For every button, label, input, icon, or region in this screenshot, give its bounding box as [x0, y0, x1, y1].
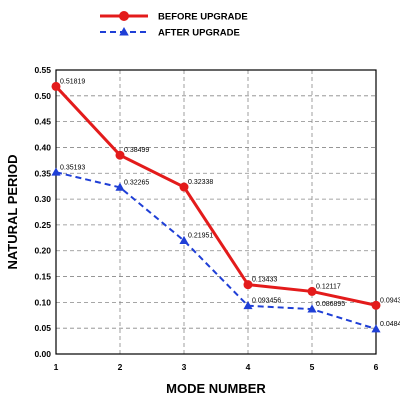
x-tick-label: 3	[182, 362, 187, 372]
data-label: 0.086895	[316, 301, 345, 308]
x-tick-label: 2	[118, 362, 123, 372]
data-label: 0.21951	[188, 233, 213, 240]
y-tick-label: 0.35	[34, 168, 51, 178]
x-tick-label: 6	[374, 362, 379, 372]
data-point-triangle	[243, 300, 253, 310]
y-tick-label: 0.10	[34, 297, 51, 307]
data-label: 0.13433	[252, 277, 277, 284]
data-label: 0.093456	[252, 298, 281, 305]
y-tick-label: 0.15	[34, 272, 51, 282]
y-axis-ticks: 0.00 0.05 0.10 0.15 0.20 0.25 0.30 0.35 0.40 0.45…	[34, 65, 51, 359]
legend-item-after-upgrade: AFTER UPGRADE	[100, 27, 240, 39]
data-label: 0.04843	[380, 321, 400, 328]
chart-grid	[56, 70, 376, 354]
data-point-triangle	[51, 167, 61, 176]
legend-label: AFTER UPGRADE	[158, 28, 240, 39]
series-before-upgrade: 0.51819 0.38499 0.32338 0.13433 0.12117 0.094…	[51, 78, 400, 310]
x-tick-label: 1	[54, 362, 59, 372]
data-point-triangle	[307, 304, 317, 313]
legend-item-before-upgrade: BEFORE UPGRADE	[100, 11, 248, 23]
data-point-triangle	[371, 324, 381, 333]
data-point-circle	[371, 300, 381, 310]
x-tick-label: 4	[246, 362, 251, 372]
data-label: 0.09437	[380, 297, 400, 304]
plot-frame	[55, 69, 377, 355]
legend-marker-circle	[119, 11, 129, 21]
y-axis-title: NATURAL PERIOD	[5, 154, 20, 269]
y-tick-label: 0.50	[34, 91, 51, 101]
data-point-circle	[307, 286, 317, 296]
y-tick-label: 0.00	[34, 349, 51, 359]
series-after-upgrade: 0.35193 0.32265 0.21951 0.093456 0.086895 0.0…	[51, 164, 400, 333]
x-axis-ticks: 1 2 3 4 5 6	[54, 362, 379, 372]
legend-marker-triangle	[119, 27, 129, 36]
y-tick-label: 0.20	[34, 246, 51, 256]
data-point-circle	[115, 150, 125, 160]
data-point-triangle	[179, 235, 189, 245]
x-tick-label: 5	[310, 362, 315, 372]
y-tick-label: 0.55	[34, 65, 51, 75]
data-point-circle	[51, 81, 61, 91]
data-point-circle	[179, 182, 189, 192]
data-point-circle	[243, 280, 253, 290]
series-line	[55, 171, 377, 330]
data-label: 0.51819	[60, 78, 85, 85]
y-tick-label: 0.05	[34, 323, 51, 333]
y-tick-label: 0.40	[34, 142, 51, 152]
data-label: 0.32338	[188, 179, 213, 186]
chart-series: 0.51819 0.38499 0.32338 0.13433 0.12117 0.094…	[51, 78, 400, 333]
y-tick-label: 0.25	[34, 220, 51, 230]
data-label: 0.38499	[124, 147, 149, 154]
x-axis-title: MODE NUMBER	[166, 381, 266, 396]
y-tick-label: 0.30	[34, 194, 51, 204]
chart-legend: BEFORE UPGRADE AFTER UPGRADE	[100, 11, 248, 39]
data-label: 0.32265	[124, 179, 149, 186]
y-tick-label: 0.45	[34, 117, 51, 127]
legend-label: BEFORE UPGRADE	[158, 12, 248, 23]
data-label: 0.35193	[60, 164, 85, 171]
data-point-triangle	[115, 182, 125, 191]
series-line	[54, 85, 377, 307]
data-label: 0.12117	[316, 283, 341, 290]
